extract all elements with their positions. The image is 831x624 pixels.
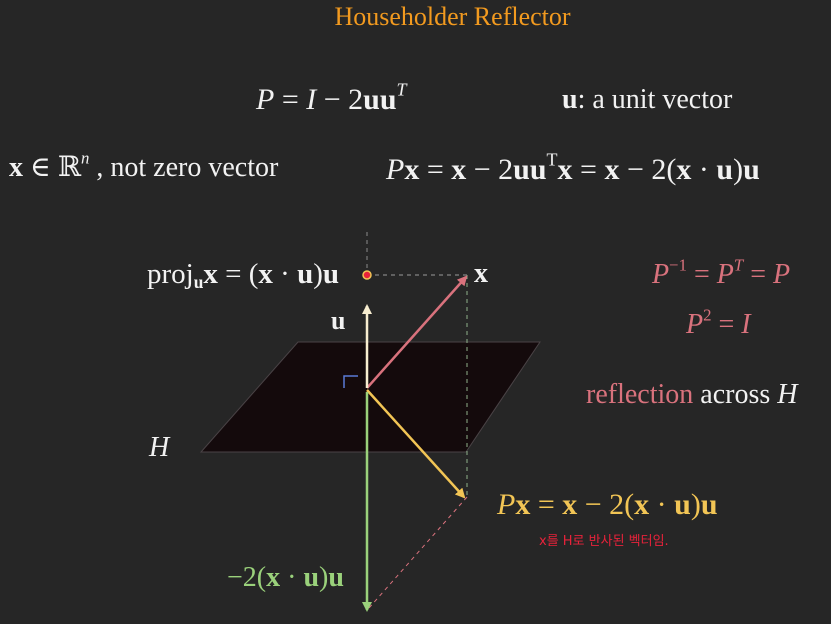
u-vector-label: u <box>331 306 346 335</box>
householder-formula: P = I − 2uuT <box>256 79 407 117</box>
reflected-vector-arrow <box>366 389 466 499</box>
reflection-dashed-line <box>368 496 468 609</box>
px-equation: Px = x − 2uuTx = x − 2(x · u)u <box>386 149 760 187</box>
plane-label: H <box>149 432 170 463</box>
reflection-statement: reflection across H <box>586 379 798 410</box>
annotation-note: x를 H로 반사된 벡터임. <box>539 534 669 549</box>
unit-vector-note: u: a unit vector <box>562 84 733 115</box>
negative-projection-label: −2(x · u)u <box>227 562 344 593</box>
inverse-property: P−1 = PT = P <box>652 255 791 290</box>
x-in-rn-statement: x ∈ ℝn , not zero vector <box>9 148 279 183</box>
x-vector-arrow <box>366 275 468 389</box>
page-title: Householder Reflector <box>334 2 571 31</box>
reflected-vector-label: Px = x − 2(x · u)u <box>497 488 718 521</box>
plane-h <box>199 341 541 453</box>
right-angle-marker <box>343 375 358 388</box>
square-property: P2 = I <box>686 305 751 340</box>
x-vector-label: x <box>474 258 488 289</box>
projection-label: projux = (x · u)u <box>147 258 340 293</box>
projection-point <box>362 270 372 280</box>
